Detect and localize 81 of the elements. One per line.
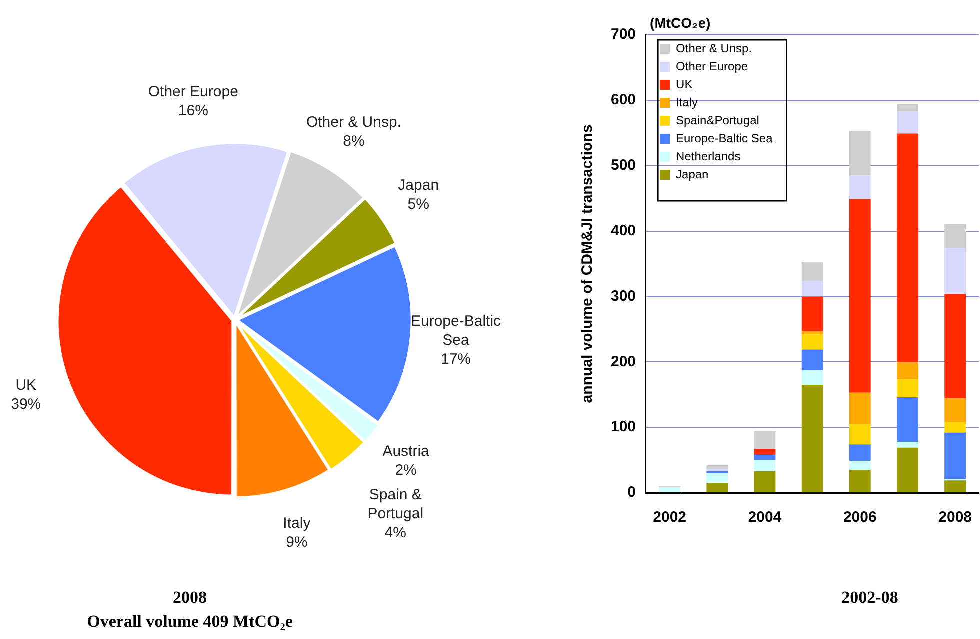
bar [849, 444, 871, 461]
bar [897, 380, 918, 398]
y-tick-label: 100 [610, 418, 636, 436]
slice-label: Italy [283, 514, 312, 532]
bar [754, 471, 776, 492]
bar [706, 483, 728, 492]
bar [944, 248, 966, 294]
bar [849, 424, 871, 445]
bar [897, 112, 918, 134]
text: 2008 [172, 587, 208, 609]
y-tick-label: 600 [610, 92, 636, 109]
legend-label: Other Europe [676, 59, 748, 74]
legend-label: Europe-Baltic Sea [676, 131, 774, 146]
legend-label: Spain&Portugal [676, 113, 760, 128]
bar [754, 460, 776, 472]
y-axis-title: annual volume of CDM&JI transactions [579, 124, 596, 404]
bar [944, 480, 966, 492]
bar [849, 392, 871, 424]
x-tick-label: 2008 [938, 509, 972, 526]
y-tick-label: 300 [610, 288, 636, 305]
bar [897, 442, 918, 448]
bar [849, 470, 871, 492]
text: Overall volume 409 MtCO₂e [86, 611, 294, 633]
x-tick-label: 2006 [843, 509, 877, 526]
data-label: 9% [286, 534, 308, 551]
bar [944, 432, 966, 480]
bar [802, 331, 824, 335]
bar [754, 449, 776, 456]
x-tick-label: 2002 [653, 509, 687, 526]
bar [659, 488, 681, 492]
y-tick-label: 500 [610, 157, 636, 174]
text: 2002-08 [840, 587, 900, 609]
bar [897, 397, 918, 442]
data-label: 39% [11, 396, 42, 413]
data-label: 16% [178, 102, 208, 120]
bar [802, 385, 824, 492]
bar [897, 134, 918, 363]
y-tick-label: 400 [610, 222, 636, 240]
data-label: 17% [441, 351, 472, 368]
legend-label: Netherlands [676, 149, 741, 164]
slice-label: Europe-Baltic Sea [410, 313, 502, 350]
bar [754, 431, 776, 450]
legend-label: Japan [676, 167, 709, 182]
bar [849, 460, 871, 470]
bar [802, 334, 824, 350]
bar [897, 448, 918, 492]
slice-label: Other Europe [148, 84, 238, 101]
y-tick-label: 700 [610, 26, 636, 44]
data-label: 8% [343, 133, 365, 150]
bar [897, 362, 918, 380]
y-tick-label: 200 [610, 353, 636, 370]
slice-label: Japan [398, 176, 440, 194]
bar [944, 294, 966, 399]
slice-label: UK [16, 376, 37, 394]
bar [802, 262, 824, 282]
bar [706, 466, 728, 470]
bar [849, 131, 871, 176]
slice-label: Austria [382, 443, 430, 460]
legend-label: UK [676, 77, 693, 92]
bar [802, 370, 824, 386]
x-tick-label: 2004 [748, 509, 782, 526]
bar [849, 199, 871, 393]
bar [944, 422, 966, 433]
data-label: 5% [408, 196, 430, 213]
bar [944, 398, 966, 422]
bar [849, 176, 871, 200]
legend-label: Other & Unsp. [676, 41, 752, 56]
bar [944, 224, 966, 248]
bar [802, 296, 824, 332]
bar [802, 350, 824, 371]
bar [802, 281, 824, 297]
slice-label: Spain & Portugal [368, 486, 424, 522]
slice-label: Other & Unsp. [306, 114, 402, 132]
data-label: 2% [395, 462, 417, 480]
data-label: 4% [384, 524, 406, 542]
legend-label: Italy [676, 95, 698, 110]
bar [897, 104, 918, 112]
y-tick-label: 0 [628, 484, 636, 502]
bar [754, 455, 776, 460]
bar [706, 473, 728, 484]
text: (MtCO₂e) [650, 14, 711, 31]
